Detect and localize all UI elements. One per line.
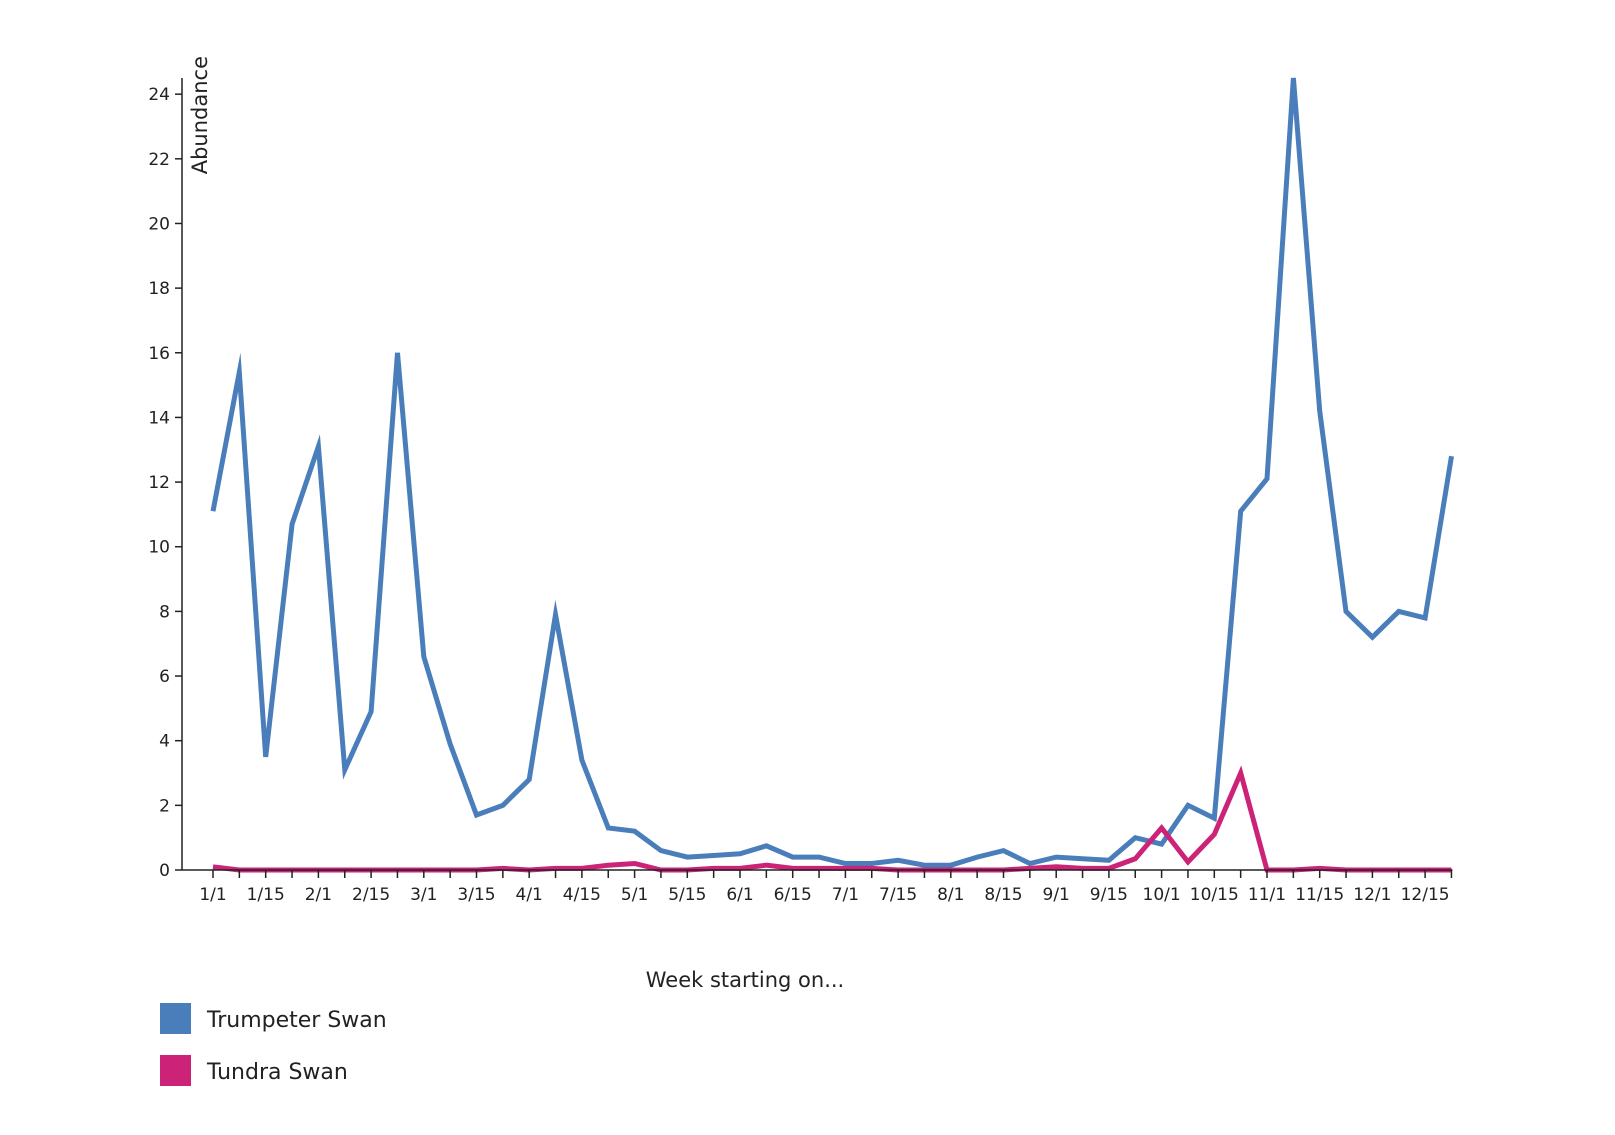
legend-label: Tundra Swan: [206, 1060, 348, 1085]
y-tick-label: 4: [159, 732, 170, 752]
x-tick-label: 6/15: [774, 885, 812, 905]
y-tick-label: 8: [159, 602, 170, 622]
x-axis-title: Week starting on...: [646, 968, 844, 992]
y-axis-title: Abundance: [188, 56, 212, 174]
y-tick-label: 20: [148, 214, 170, 234]
y-tick-label: 0: [159, 861, 170, 881]
series-line-tundra-swan: [212, 765, 1452, 873]
x-tick-label: 6/1: [726, 885, 753, 905]
x-tick-label: 3/15: [457, 885, 495, 905]
x-tick-label: 2/1: [305, 885, 332, 905]
x-tick-label: 10/15: [1190, 885, 1239, 905]
y-tick-label: 2: [159, 796, 170, 816]
y-tick-label: 18: [148, 279, 170, 299]
x-tick-label: 10/1: [1143, 885, 1181, 905]
x-tick-label: 12/15: [1401, 885, 1450, 905]
x-tick-label: 4/15: [563, 885, 601, 905]
y-tick-label: 22: [148, 150, 170, 170]
y-tick-label: 16: [148, 344, 170, 364]
x-tick-label: 4/1: [516, 885, 543, 905]
y-tick-label: 10: [148, 538, 170, 558]
x-tick-label: 9/1: [1043, 885, 1070, 905]
x-tick-label: 3/1: [410, 885, 437, 905]
x-tick-label: 7/1: [832, 885, 859, 905]
series-line-trumpeter-swan: [210, 77, 1454, 868]
x-tick-label: 12/1: [1353, 885, 1391, 905]
x-tick-label: 7/15: [879, 885, 917, 905]
x-axis: 1/1 1/15 2/1 2/15 3/1 3/15 4/1 4/15 5/1 5/15 6/1 6/…: [182, 869, 1453, 905]
x-tick-label: 9/15: [1090, 885, 1128, 905]
x-tick-label: 1/1: [199, 885, 226, 905]
y-tick-label: 14: [148, 408, 170, 428]
x-tick-label: 5/15: [668, 885, 706, 905]
plot-area: [210, 77, 1454, 873]
legend-swatch: [160, 1055, 191, 1086]
x-tick-label: 8/15: [984, 885, 1022, 905]
x-tick-label: 1/15: [247, 885, 285, 905]
y-tick-label: 12: [148, 473, 170, 493]
x-tick-label: 11/1: [1248, 885, 1286, 905]
legend: Trumpeter Swan Tundra Swan: [160, 1003, 387, 1086]
x-tick-label: 8/1: [937, 885, 964, 905]
y-tick-label: 6: [159, 667, 170, 687]
legend-swatch: [160, 1003, 191, 1034]
x-tick-label: 5/1: [621, 885, 648, 905]
x-tick-label: 11/15: [1295, 885, 1344, 905]
y-tick-label: 24: [148, 85, 170, 105]
x-tick-label: 2/15: [352, 885, 390, 905]
legend-label: Trumpeter Swan: [206, 1008, 387, 1033]
